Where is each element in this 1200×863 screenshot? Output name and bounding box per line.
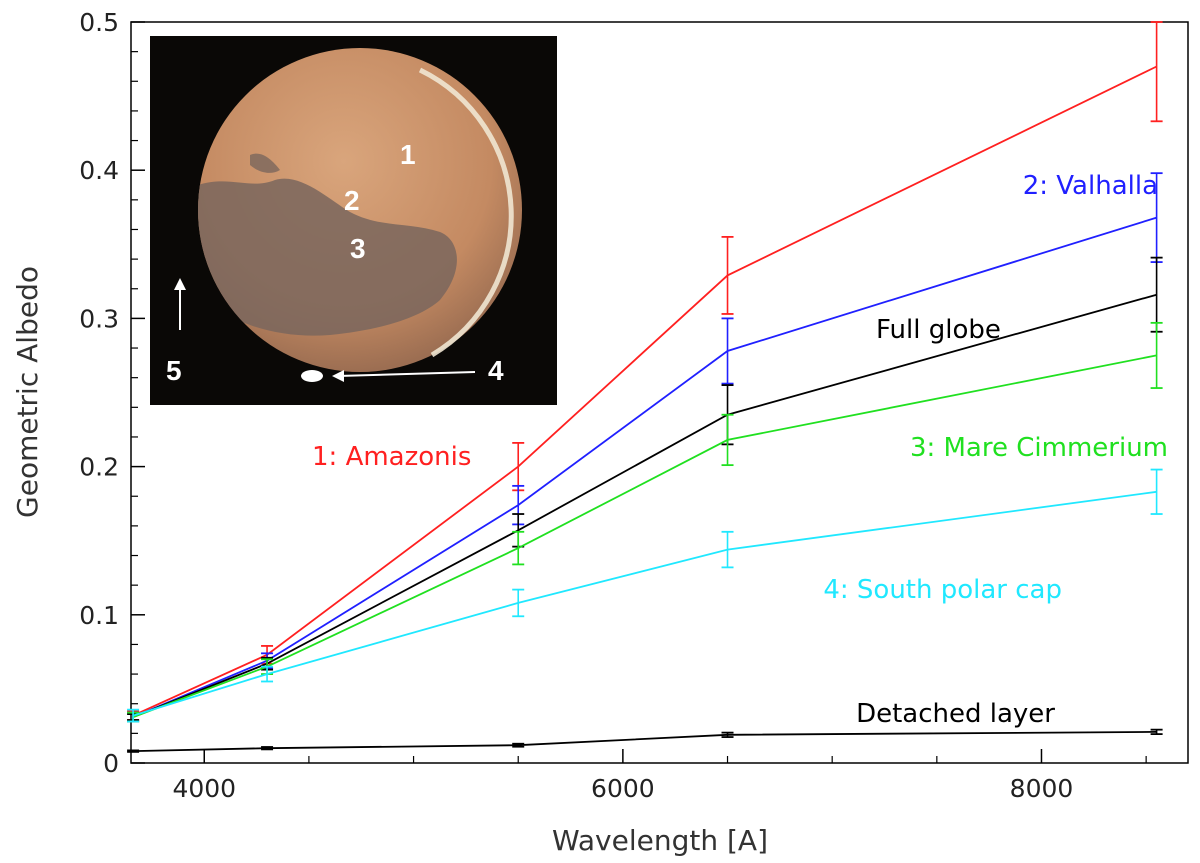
error-bar [721, 530, 734, 569]
error-bar [512, 441, 525, 492]
series-line [133, 731, 1157, 752]
plot-frame [130, 21, 1189, 764]
error-bar [261, 746, 274, 751]
series-label-valhalla: 2: Valhalla [1023, 171, 1158, 201]
mars-inset-image: 1 2 3 4 5 [150, 36, 557, 405]
error-bar [1150, 728, 1163, 736]
series-2 [127, 256, 1163, 721]
series-label-amazonis: 1: Amazonis [312, 442, 471, 472]
series-layer [127, 21, 1163, 753]
error-bar [721, 413, 734, 467]
error-bar [721, 731, 734, 738]
polar-cap-arrow-head [332, 370, 344, 382]
north-arrow-head [174, 278, 186, 290]
series-4 [127, 468, 1163, 723]
dark-albedo-patch [250, 153, 280, 173]
error-bar [512, 530, 525, 566]
dark-albedo-region [198, 178, 457, 336]
error-bar [1150, 21, 1163, 123]
series-label-mare-cimmerium: 3: Mare Cimmerium [910, 433, 1168, 463]
inset-label-2: 2 [344, 185, 360, 216]
inset-label-5: 5 [166, 355, 182, 386]
inset-label-1: 1 [400, 139, 416, 170]
series-label-detached-layer: Detached layer [856, 699, 1055, 729]
error-bar [1150, 321, 1163, 389]
series-line [132, 354, 1157, 718]
error-bar [512, 588, 525, 618]
error-bar [1150, 468, 1163, 515]
polar-cap-arrow-line [337, 371, 476, 377]
y-tick-label: 0.1 [79, 601, 119, 630]
x-axis-ticks: 4000 6000 8000 [172, 749, 1147, 803]
error-bar [127, 749, 140, 753]
y-tick-label: 0.4 [79, 156, 119, 185]
y-tick-label: 0.5 [79, 8, 119, 37]
y-axis-title: Geometric Albedo [11, 266, 44, 518]
inset-label-3: 3 [350, 233, 366, 264]
series-5 [127, 728, 1163, 753]
mars-limb [418, 67, 514, 358]
polar-cap-spot [301, 370, 323, 382]
y-tick-label: 0 [103, 749, 119, 778]
x-tick-label: 6000 [591, 774, 655, 803]
error-bar [261, 665, 274, 683]
y-axis-ticks: 0 0.1 0.2 0.3 0.4 0.5 [79, 8, 145, 778]
error-bar [127, 708, 140, 723]
y-tick-label: 0.3 [79, 304, 119, 333]
series-label-south-polar-cap: 4: South polar cap [823, 575, 1062, 605]
series-label-full-globe: Full globe [876, 315, 1001, 345]
error-bar [721, 235, 734, 315]
x-tick-label: 4000 [172, 774, 236, 803]
error-bar [1150, 256, 1163, 333]
error-bar [512, 742, 525, 748]
x-axis-title: Wavelength [A] [552, 824, 768, 857]
x-tick-label: 8000 [1010, 774, 1074, 803]
inset-label-4: 4 [488, 355, 504, 386]
error-bar [721, 317, 734, 385]
y-tick-label: 0.2 [79, 453, 119, 482]
